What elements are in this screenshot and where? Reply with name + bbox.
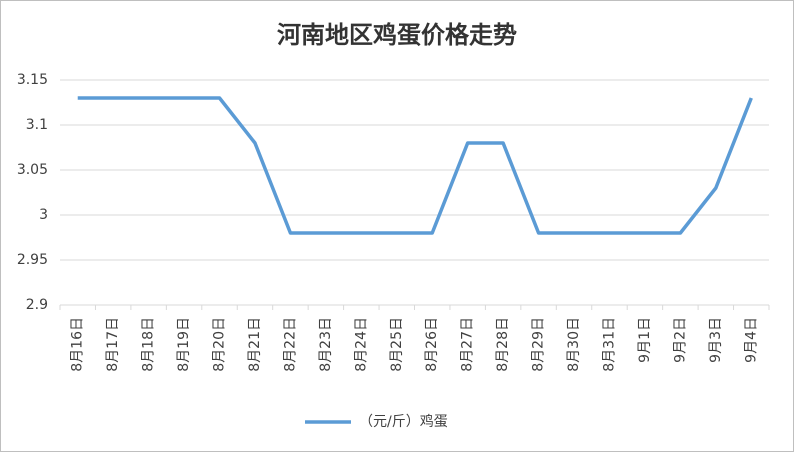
x-tick-label: 9月4日 <box>743 317 759 363</box>
x-tick-label: 8月26日 <box>424 317 440 372</box>
x-tick-label: 8月19日 <box>176 317 192 372</box>
x-tick-label: 8月17日 <box>105 317 121 372</box>
x-tick-label: 8月28日 <box>495 317 511 372</box>
x-tick-label: 8月22日 <box>282 317 298 372</box>
x-tick-label: 8月20日 <box>212 317 228 372</box>
legend-label: （元/斤）鸡蛋 <box>359 413 448 430</box>
x-tick-label: 8月25日 <box>389 317 405 372</box>
y-tick-label: 3.05 <box>17 162 48 178</box>
x-tick-label: 8月23日 <box>318 317 334 372</box>
y-tick-label: 2.95 <box>17 252 48 268</box>
y-tick-label: 3.1 <box>26 117 48 133</box>
y-tick-label: 3.15 <box>17 72 48 88</box>
x-tick-label: 9月1日 <box>637 317 653 363</box>
x-tick-label: 8月31日 <box>601 317 617 372</box>
x-tick-label: 8月27日 <box>460 317 476 372</box>
x-tick-label: 8月16日 <box>70 317 86 372</box>
x-tick-label: 9月2日 <box>672 317 688 363</box>
x-tick-label: 9月3日 <box>708 317 724 363</box>
x-tick-label: 8月30日 <box>566 317 582 372</box>
chart-title: 河南地区鸡蛋价格走势 <box>277 21 517 49</box>
x-tick-label: 8月18日 <box>141 317 157 372</box>
y-tick-label: 3 <box>39 207 48 223</box>
x-tick-label: 8月29日 <box>531 317 547 372</box>
y-tick-label: 2.9 <box>26 297 48 313</box>
line-series <box>77 96 753 235</box>
x-tick-label: 8月24日 <box>353 317 369 372</box>
x-tick-label: 8月21日 <box>247 317 263 372</box>
